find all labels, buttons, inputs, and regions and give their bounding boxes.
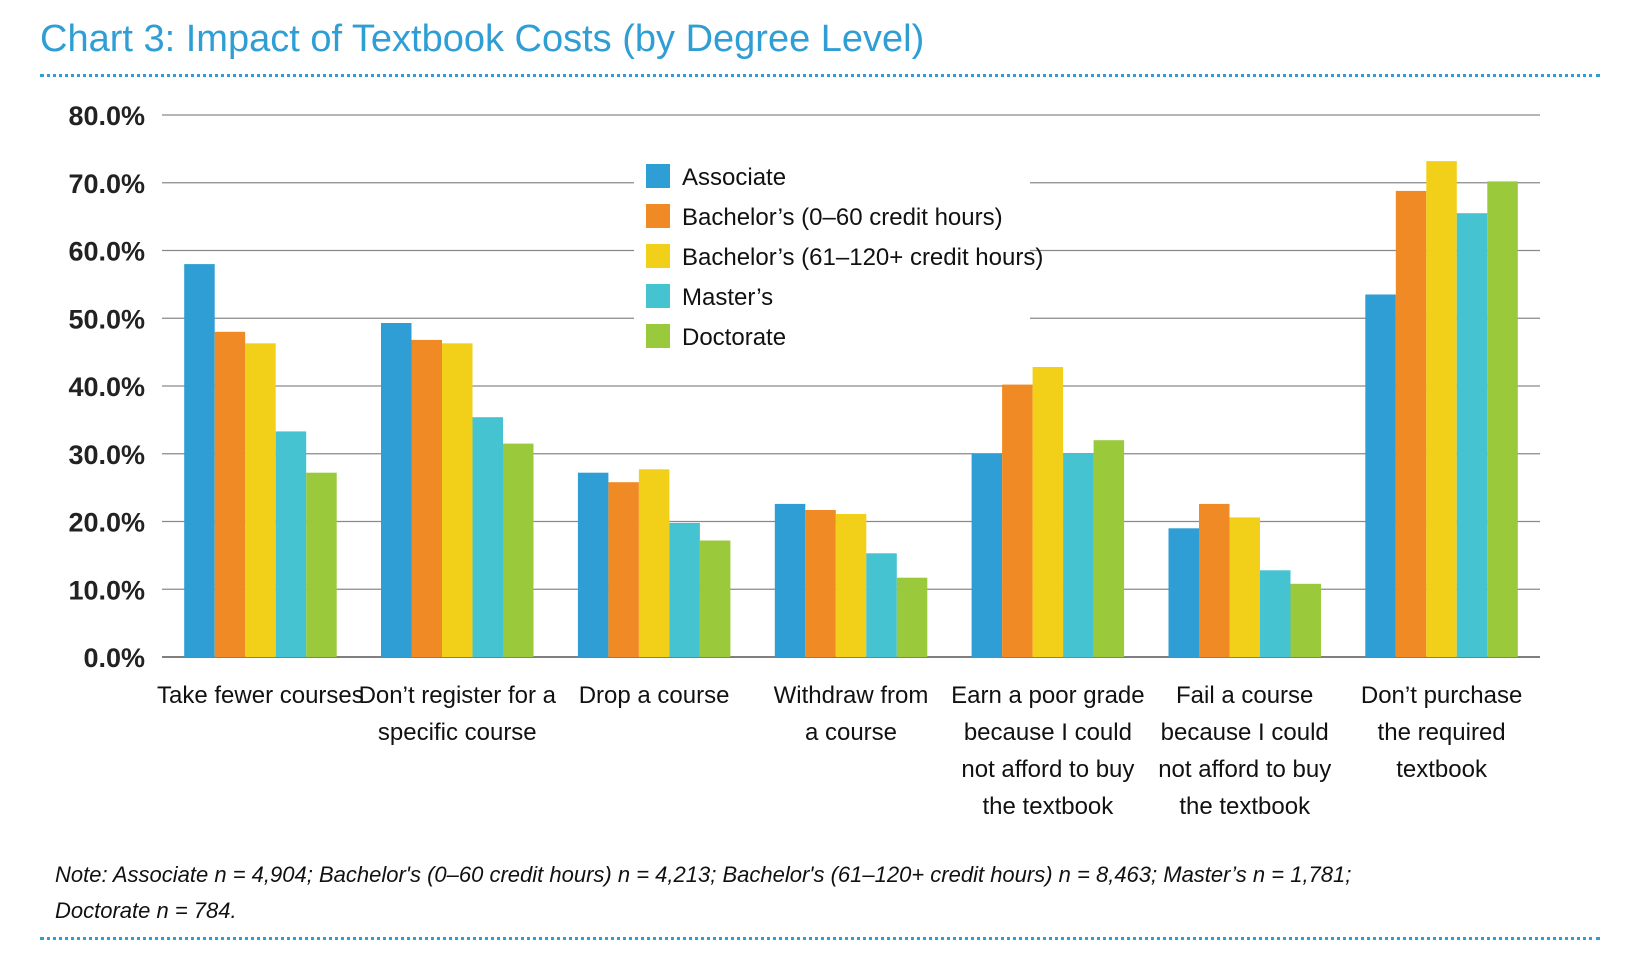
bar	[805, 510, 836, 657]
bar	[1456, 213, 1488, 657]
bar	[184, 264, 215, 657]
x-category-label-line: not afford to buy	[1158, 756, 1331, 783]
x-category-label-line: because I could	[964, 719, 1132, 746]
x-category-label-line: a course	[805, 719, 897, 746]
x-category-label: Earn a poor grade because I could not affo…	[951, 682, 1144, 820]
y-tick-label: 40.0%	[68, 372, 145, 402]
bar	[306, 472, 337, 657]
note-line: Doctorate n = 784.	[55, 898, 237, 923]
x-category-label-line: not afford to buy	[961, 756, 1134, 783]
y-axis: 0.0% 10.0% 20.0% 30.0% 40.0% 50.0% 60.0% 70.0% 8…	[68, 101, 145, 673]
y-tick-label: 10.0%	[68, 575, 145, 605]
bar	[608, 482, 639, 657]
bar	[411, 339, 442, 657]
bar	[1002, 384, 1033, 657]
bar	[866, 553, 897, 657]
legend-label: Doctorate	[682, 324, 786, 351]
x-category-label-line: textbook	[1396, 756, 1488, 783]
x-category-label: Take fewer courses	[157, 682, 364, 709]
chart-title: Chart 3: Impact of Textbook Costs (by De…	[40, 18, 925, 60]
bar	[472, 417, 503, 657]
bar	[1365, 294, 1396, 657]
bar	[1426, 161, 1457, 657]
note-line: Note: Associate n = 4,904; Bachelor's (0…	[55, 862, 1352, 887]
bar	[835, 514, 867, 657]
bar	[1093, 440, 1125, 657]
bar	[638, 469, 670, 657]
y-tick-label: 0.0%	[83, 643, 145, 673]
x-category-label-line: Fail a course	[1176, 682, 1313, 709]
bar	[442, 343, 473, 657]
bar	[669, 522, 700, 657]
legend-swatch	[646, 164, 670, 188]
bar	[1168, 528, 1199, 657]
y-tick-label: 50.0%	[68, 304, 145, 334]
bar	[275, 431, 307, 657]
bar	[214, 331, 246, 657]
legend-label: Associate	[682, 164, 786, 191]
bar	[1063, 453, 1094, 658]
x-category-label-line: because I could	[1161, 719, 1329, 746]
x-category-label: Fail a course because I could not afford t…	[1158, 682, 1331, 820]
bars	[184, 161, 1518, 658]
x-category-label-line: the textbook	[1179, 793, 1311, 820]
y-tick-label: 20.0%	[68, 508, 145, 538]
x-category-label-line: Earn a poor grade	[951, 682, 1144, 709]
bar	[1395, 190, 1427, 657]
chart-note: Note: Associate n = 4,904; Bachelor's (0…	[55, 857, 1595, 929]
x-category-label-line: the textbook	[983, 793, 1115, 820]
legend: Associate Bachelor’s (0–60 credit hours) B…	[634, 155, 1043, 355]
bar	[577, 472, 609, 657]
bar	[503, 443, 534, 657]
bar	[1487, 181, 1518, 657]
y-tick-label: 70.0%	[68, 169, 145, 199]
x-category-label-line: Don’t purchase	[1361, 682, 1522, 709]
bar	[896, 577, 928, 657]
y-tick-label: 80.0%	[68, 101, 145, 131]
x-category-label-line: the required	[1378, 719, 1506, 746]
legend-swatch	[646, 204, 670, 228]
legend-label: Bachelor’s (0–60 credit hours)	[682, 204, 1003, 231]
bar	[699, 540, 731, 657]
x-category-label-line: Take fewer courses	[157, 682, 364, 709]
title-divider	[40, 74, 1600, 77]
y-tick-label: 60.0%	[68, 237, 145, 267]
legend-swatch	[646, 324, 670, 348]
bar	[1199, 503, 1230, 657]
bar	[245, 343, 276, 657]
y-tick-label: 30.0%	[68, 440, 145, 470]
x-category-label: Withdraw from a course	[774, 682, 929, 746]
x-category-label-line: specific course	[378, 719, 537, 746]
bar	[1032, 367, 1064, 657]
x-category-label: Don’t purchase the required textbook	[1361, 682, 1522, 783]
bar	[774, 503, 806, 657]
bar	[1290, 583, 1321, 657]
bar	[1260, 570, 1291, 657]
legend-swatch	[646, 284, 670, 308]
x-category-label: Drop a course	[579, 682, 730, 709]
legend-background	[634, 155, 1030, 355]
x-category-label-line: Don’t register for a	[359, 682, 557, 709]
bar	[1229, 517, 1260, 657]
bar	[971, 453, 1003, 658]
legend-label: Bachelor’s (61–120+ credit hours)	[682, 244, 1043, 271]
footer-divider	[40, 937, 1600, 940]
legend-swatch	[646, 244, 670, 268]
bar	[381, 323, 412, 657]
x-category-label-line: Drop a course	[579, 682, 730, 709]
x-category-label-line: Withdraw from	[774, 682, 929, 709]
x-category-label: Don’t register for a specific course	[359, 682, 557, 746]
legend-label: Master’s	[682, 284, 773, 311]
